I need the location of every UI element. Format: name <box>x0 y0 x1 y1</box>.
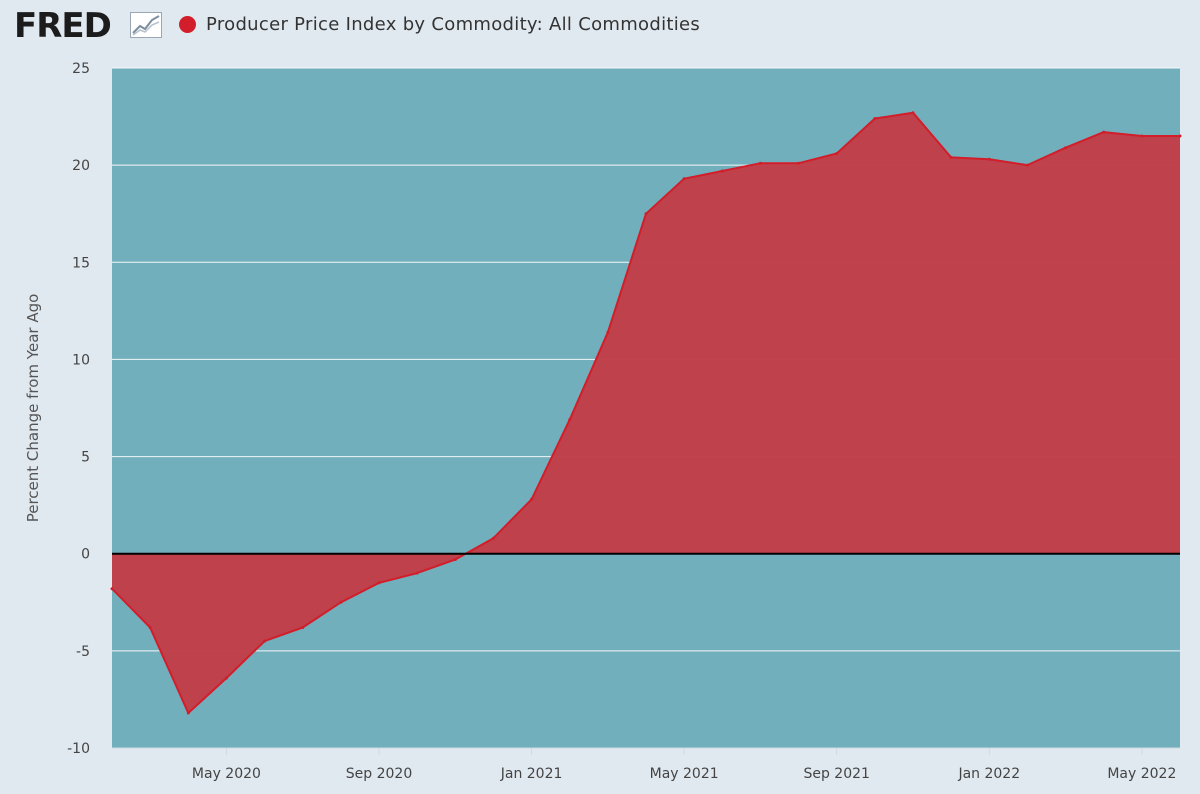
data-point <box>835 152 839 155</box>
y-tick-label: 0 <box>81 547 90 563</box>
data-point <box>682 177 686 181</box>
data-point <box>415 571 419 575</box>
data-point <box>491 536 495 540</box>
data-point <box>911 111 915 115</box>
data-point <box>1140 134 1144 138</box>
series-area <box>112 112 1180 713</box>
data-point <box>186 711 190 715</box>
data-point <box>568 418 572 422</box>
y-tick-label: -5 <box>76 644 90 660</box>
x-tick-label: Sep 2020 <box>346 766 412 782</box>
data-point <box>1064 146 1068 150</box>
data-point <box>339 600 343 604</box>
series-legend-dot <box>179 16 196 33</box>
y-tick-label: 10 <box>72 352 90 368</box>
series-title[interactable]: Producer Price Index by Commodity: All C… <box>206 14 701 35</box>
line-graph-icon <box>130 12 162 38</box>
x-tick-label: May 2021 <box>650 766 719 782</box>
chart-header: FRED Producer Price Index by Commodity: … <box>0 0 1200 56</box>
data-point <box>797 161 801 165</box>
data-point <box>148 626 152 629</box>
x-tick-label: May 2022 <box>1107 766 1176 782</box>
y-tick-label: 25 <box>72 61 90 77</box>
data-point <box>530 497 534 501</box>
x-tick-label: Sep 2021 <box>803 766 869 782</box>
data-point <box>873 117 877 120</box>
x-tick-label: Jan 2021 <box>500 766 563 782</box>
data-point <box>110 587 114 591</box>
data-point <box>263 639 267 643</box>
x-tick-label: Jan 2022 <box>957 766 1020 782</box>
data-point <box>1178 134 1182 138</box>
y-tick-label: 15 <box>72 255 90 271</box>
data-point <box>987 157 991 161</box>
data-point <box>644 212 648 216</box>
data-point <box>301 626 305 629</box>
data-point <box>224 676 228 680</box>
data-point <box>1102 130 1106 134</box>
data-point <box>949 155 953 159</box>
y-tick-label: 5 <box>81 450 90 466</box>
data-point <box>606 330 610 334</box>
y-tick-label: -10 <box>67 741 90 757</box>
fred-logo[interactable]: FRED <box>14 6 112 46</box>
y-tick-label: 20 <box>72 158 90 174</box>
data-point <box>720 169 724 173</box>
data-point <box>453 558 457 561</box>
data-point <box>758 161 762 165</box>
data-point <box>377 581 381 585</box>
data-point <box>1025 163 1029 167</box>
x-tick-label: May 2020 <box>192 766 261 782</box>
